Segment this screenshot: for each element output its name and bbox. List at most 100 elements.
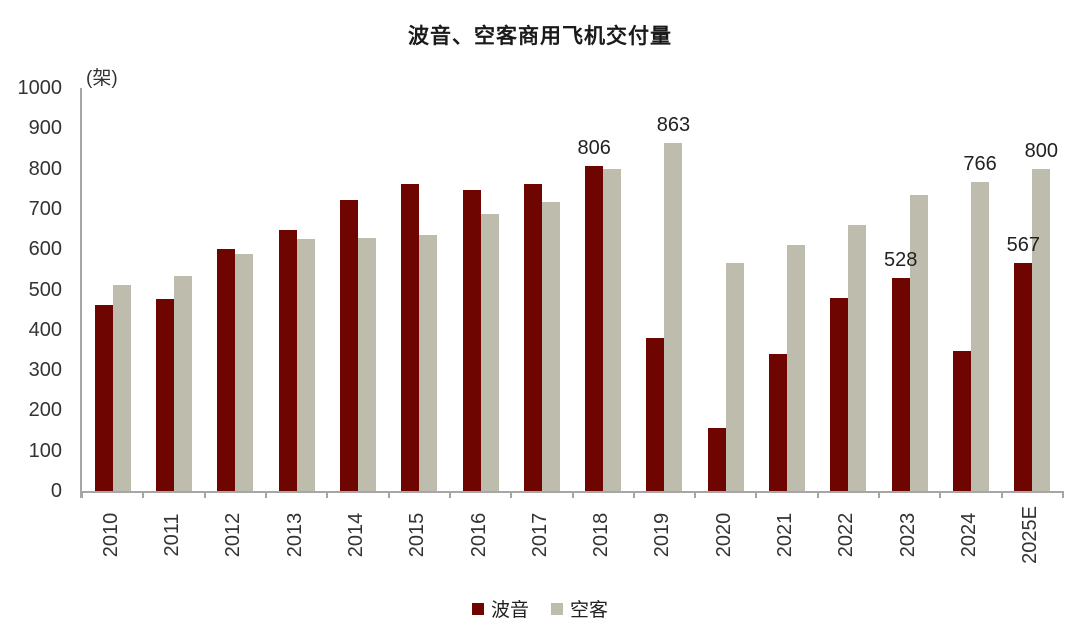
x-axis-tick	[387, 491, 390, 498]
x-axis-tick	[816, 491, 819, 498]
bar-波音-2021	[769, 353, 788, 491]
data-label-波音-2025E: 567	[1006, 233, 1041, 256]
data-label-空客-2024: 766	[963, 153, 997, 176]
x-axis-tick	[203, 491, 206, 498]
x-axis-tick	[878, 491, 881, 498]
x-axis-label-2024: 2024	[958, 512, 981, 558]
x-axis-tick	[81, 491, 83, 498]
bar-波音-2025E	[1014, 262, 1033, 491]
data-label-波音-2023: 528	[884, 249, 918, 272]
bar-group-2018: 806	[573, 88, 634, 491]
bar-波音-2010	[94, 304, 113, 491]
x-axis-tick	[694, 491, 697, 498]
y-axis-tick-label: 600	[28, 238, 62, 261]
bar-group-2021	[756, 88, 817, 491]
bar-空客-2010	[112, 285, 131, 491]
data-label-空客-2025E: 800	[1024, 139, 1059, 162]
y-axis-unit-label: (架)	[86, 68, 118, 89]
bar-波音-2018	[585, 166, 604, 491]
bar-group-2020	[695, 88, 756, 491]
x-axis-label-2012: 2012	[222, 512, 245, 558]
x-axis-label-2016: 2016	[467, 512, 490, 558]
x-axis-label-2025E: 2025E	[1019, 506, 1042, 564]
bar-波音-2022	[830, 297, 849, 491]
x-axis-label-2020: 2020	[712, 512, 735, 558]
legend-item-airbus: 空客	[551, 595, 608, 622]
bar-空客-2023	[909, 194, 928, 491]
x-axis-labels: 2010 2011 2012 2013 2014 2015 2016 2017 2018 2019…	[80, 497, 1061, 577]
x-axis-label-2022: 2022	[835, 512, 858, 558]
x-axis-label-2019: 2019	[651, 512, 674, 558]
bar-group-2024: 766	[940, 88, 1001, 491]
bar-空客-2020	[725, 262, 744, 491]
bar-group-2016	[450, 88, 511, 491]
bar-空客-2017	[541, 201, 560, 491]
bar-group-2015	[389, 88, 450, 491]
bar-空客-2014	[357, 237, 376, 491]
bar-group-2025E: 567 800	[1002, 88, 1063, 491]
x-axis-tick	[939, 491, 942, 498]
y-axis-tick-label: 800	[28, 157, 62, 180]
x-axis-tick	[142, 491, 145, 498]
x-axis-label-2011: 2011	[160, 513, 183, 557]
y-axis-tick-label: 500	[28, 278, 62, 301]
x-axis-tick	[755, 491, 758, 498]
bar-空客-2019	[664, 143, 683, 491]
bar-波音-2023	[891, 278, 910, 491]
legend-swatch-airbus-icon	[551, 602, 563, 615]
y-axis-tick-label: 400	[28, 318, 62, 341]
x-axis-tick	[632, 491, 635, 498]
bar-group-2012	[205, 88, 266, 491]
x-axis-label-2023: 2023	[896, 512, 919, 558]
y-axis-tick-label: 700	[28, 197, 62, 220]
bar-波音-2024	[953, 350, 972, 491]
bar-group-2010	[82, 88, 143, 491]
bar-空客-2018	[603, 168, 622, 491]
bar-波音-2011	[155, 298, 174, 491]
x-axis-tick	[326, 491, 329, 498]
bar-group-2013	[266, 88, 327, 491]
bar-group-2017	[511, 88, 572, 491]
x-axis-tick	[264, 491, 267, 498]
bar-空客-2015	[419, 235, 438, 491]
y-axis-tick-label: 300	[28, 359, 62, 382]
x-axis-tick	[1062, 491, 1064, 498]
bar-空客-2022	[848, 224, 867, 491]
x-axis-label-2015: 2015	[406, 512, 429, 558]
x-axis-tick	[571, 491, 574, 498]
chart-title: 波音、空客商用飞机交付量	[408, 25, 672, 48]
bar-波音-2016	[462, 189, 481, 491]
bar-空客-2016	[480, 213, 499, 491]
bar-波音-2019	[646, 337, 665, 491]
y-axis-tick	[80, 491, 82, 498]
bar-group-2023: 528	[879, 88, 940, 491]
bar-波音-2014	[339, 199, 358, 491]
x-axis-label-2017: 2017	[528, 512, 551, 558]
x-axis-tick	[1000, 491, 1003, 498]
bar-波音-2012	[217, 248, 236, 491]
bar-group-2011	[143, 88, 204, 491]
bar-空客-2024	[971, 182, 990, 491]
y-axis-labels: 0 100 200 300 400 500 600 700 800 900 1000	[0, 77, 63, 502]
x-axis-label-2018: 2018	[590, 512, 613, 558]
bar-group-2014	[327, 88, 388, 491]
x-axis-label-2014: 2014	[344, 512, 367, 558]
bar-波音-2017	[523, 183, 542, 491]
bar-波音-2020	[707, 427, 726, 491]
legend-item-boeing: 波音	[471, 595, 529, 622]
bar-空客-2021	[787, 244, 806, 491]
data-label-空客-2019: 863	[656, 114, 691, 137]
x-axis-label-2010: 2010	[99, 512, 122, 558]
plot-area: 806 863 528 766 567 800	[80, 88, 1064, 498]
bar-空客-2011	[173, 275, 192, 491]
bar-group-2022	[818, 88, 879, 491]
y-axis-tick-label: 900	[28, 117, 62, 140]
x-axis-tick	[510, 491, 513, 498]
y-axis-tick-label: 100	[28, 439, 62, 462]
legend-swatch-boeing-icon	[471, 602, 484, 615]
bar-波音-2015	[401, 183, 420, 491]
legend-label-boeing: 波音	[490, 600, 529, 621]
legend-label-airbus: 空客	[570, 600, 609, 621]
data-label-波音-2018: 806	[577, 137, 611, 160]
